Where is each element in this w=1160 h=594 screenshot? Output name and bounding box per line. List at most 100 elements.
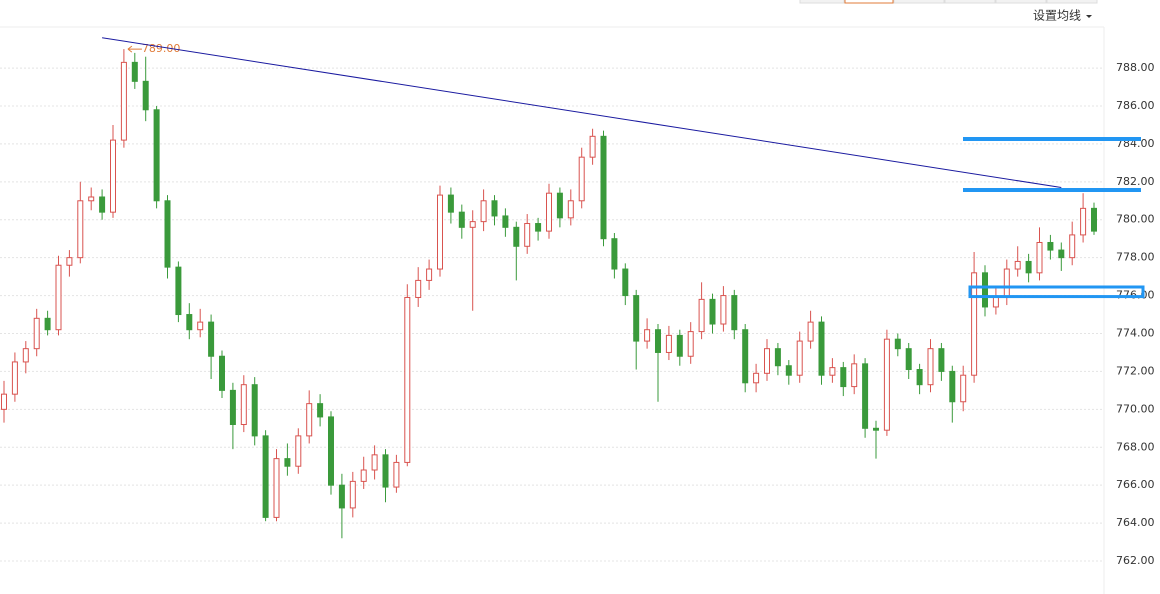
y-tick-label: 786.00	[1116, 99, 1155, 112]
candle-body	[807, 321, 814, 342]
candle-body	[469, 221, 476, 228]
candle-body	[905, 348, 912, 371]
candle-body	[175, 266, 182, 316]
candle-body	[382, 454, 389, 488]
candle-body	[1069, 234, 1076, 259]
candle-body	[1003, 268, 1010, 298]
y-tick-label: 764.00	[1116, 516, 1155, 529]
zone-box	[968, 285, 1145, 299]
y-tick-label: 776.00	[1116, 289, 1155, 302]
candle-body	[458, 211, 465, 228]
candle-body	[44, 317, 51, 331]
candle-body	[753, 372, 760, 384]
candle-body	[120, 61, 127, 141]
candle-body	[502, 215, 509, 228]
candle-body	[1047, 241, 1054, 251]
candle-body	[829, 367, 836, 376]
candle-body	[262, 435, 269, 518]
candle-body	[273, 458, 280, 518]
candle-body	[556, 192, 563, 219]
y-tick-label: 780.00	[1116, 213, 1155, 226]
candle-body	[1091, 207, 1097, 232]
candle-body	[338, 484, 345, 509]
candle-body	[883, 338, 890, 431]
candle-body	[698, 298, 705, 333]
tab[interactable]	[844, 0, 894, 4]
candle-body	[524, 223, 531, 247]
candle-body	[938, 348, 945, 372]
candle-body	[447, 194, 454, 213]
candle-body	[306, 403, 313, 437]
candle-body	[982, 272, 988, 308]
candle-body	[862, 363, 869, 429]
candle-body	[742, 329, 749, 384]
candle-body	[88, 196, 95, 202]
candle-body	[360, 469, 367, 482]
candle-body	[916, 369, 923, 386]
candle-body	[894, 338, 901, 350]
candle-body	[687, 331, 694, 357]
trendline	[102, 37, 1062, 189]
candle-body	[578, 156, 585, 202]
candle-body	[731, 295, 738, 331]
y-tick-label: 768.00	[1116, 440, 1155, 453]
candle-body	[644, 329, 651, 342]
candle-body	[720, 295, 727, 325]
tab[interactable]	[995, 0, 1047, 4]
candle-body	[164, 200, 171, 268]
candle-body	[1, 393, 7, 410]
candle-body	[197, 321, 204, 331]
candle-body	[131, 61, 138, 82]
candle-body	[764, 348, 770, 374]
candle-body	[851, 363, 858, 388]
candle-body	[404, 296, 411, 463]
candle-body	[229, 389, 236, 426]
candle-body	[393, 461, 400, 488]
candle-body	[960, 374, 967, 403]
dropdown-caret	[1086, 15, 1092, 18]
candle-body	[11, 361, 18, 395]
candle-body	[317, 403, 324, 418]
candle-body	[1058, 249, 1065, 259]
candle-body	[589, 135, 596, 158]
candle-body	[927, 348, 934, 386]
tab[interactable]	[944, 0, 996, 4]
candle-body	[426, 268, 433, 281]
candle-body	[633, 295, 640, 342]
candle-body	[873, 427, 879, 431]
candle-body	[992, 296, 999, 308]
candle-body	[567, 200, 574, 219]
candle-body	[186, 314, 193, 331]
candle-body	[66, 257, 73, 266]
y-tick-label: 766.00	[1116, 478, 1155, 491]
candle-body	[535, 223, 542, 232]
candle-body	[513, 226, 520, 247]
y-tick-label: 788.00	[1116, 61, 1155, 74]
candle-body	[949, 370, 956, 403]
candle-body	[415, 279, 422, 298]
candle-body	[709, 298, 716, 325]
candle-body	[110, 139, 116, 213]
candle-body	[284, 458, 291, 467]
candle-body	[1080, 207, 1087, 236]
candle-body	[22, 348, 29, 363]
tab[interactable]	[893, 0, 945, 4]
candle-body	[480, 200, 487, 223]
tab[interactable]	[799, 0, 845, 4]
candle-body	[971, 272, 978, 376]
candle-body	[655, 329, 661, 353]
candle-body	[240, 384, 247, 426]
candle-body	[251, 384, 258, 437]
candle-body	[437, 194, 443, 270]
candle-body	[818, 321, 825, 376]
y-tick-label: 778.00	[1116, 251, 1155, 264]
candle-body	[371, 454, 378, 471]
candle-body	[622, 268, 629, 297]
top-tabs	[799, 0, 1098, 4]
candle-body	[611, 238, 618, 270]
candle-body	[99, 196, 106, 213]
ma-button[interactable]: 设置均线	[1033, 9, 1081, 23]
tab[interactable]	[1046, 0, 1098, 4]
